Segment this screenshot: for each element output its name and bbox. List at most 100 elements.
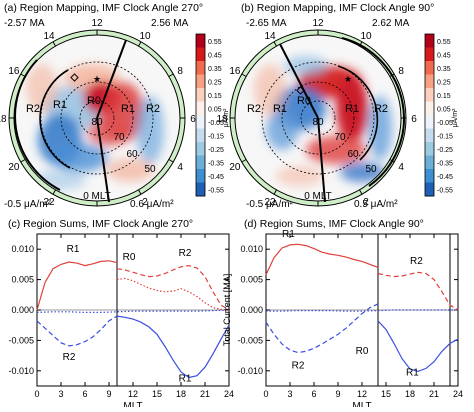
- panel-a-colorbar-segment: [196, 115, 205, 129]
- panel-c-series-4-dotted: [36, 309, 230, 313]
- panel-b: (b) Region Mapping, IMF Clock Angle 90° …: [216, 2, 434, 210]
- panel-b-marker-diamond: [296, 86, 305, 95]
- panel-b-colorbar-segment: [425, 155, 434, 170]
- panel-a-lat-70: [60, 81, 134, 155]
- panel-a-clock-tick-4: [168, 159, 174, 163]
- panel-a-clock-tick-8: [168, 73, 174, 77]
- panel-c-annotation-r1: R1: [67, 244, 80, 255]
- panel-b-bottom-right-value: 0.5 μA/m²: [354, 199, 398, 210]
- panel-d-xtick-label: 0: [263, 389, 268, 399]
- panel-a-region-r0: R0: [87, 95, 101, 107]
- panel-c-ytick-label: 0.010: [11, 244, 34, 254]
- panel-b-top-left-value: -2.65 MA: [246, 18, 287, 29]
- panel-b-colorbar-tick: -0.35: [437, 160, 453, 167]
- panel-a-mlt-zero: 0 MLT: [83, 191, 111, 202]
- panel-a-star: ★: [93, 74, 101, 84]
- panel-b-clock-tick-8: [389, 73, 395, 77]
- panel-c-series-3-dashed: [36, 315, 118, 347]
- panel-b-top-right-value: 2.62 MA: [372, 18, 410, 29]
- panel-a-marker-diamond: [70, 73, 79, 82]
- panel-a-colorbar-segment: [196, 74, 205, 89]
- panel-d: (d) Region Sums, IMF Clock Angle 90° 0 3 6…: [222, 218, 463, 412]
- panel-b-clock-tick-16: [241, 73, 247, 77]
- panel-b-r2-arc: [341, 37, 405, 187]
- panel-b-clock-tick-20: [241, 159, 247, 163]
- panel-b-lat-label-60: 60: [347, 149, 359, 160]
- panel-b-clock-tick-4: [389, 159, 395, 163]
- panel-b-colorbar: 0.55 0.45 0.35 0.25 0.15 0.05 -0.05 -0.15 -0.25 -…: [424, 33, 459, 197]
- panel-c-annotation-r1: R1: [179, 374, 192, 385]
- panel-a-separator-midnight: [96, 117, 110, 203]
- panel-c-ytick-label: -0.010: [8, 366, 34, 376]
- panel-b-clock-label-2: 2: [363, 197, 369, 208]
- panel-c-title: (c) Region Sums, IMF Clock Angle 270°: [8, 218, 193, 230]
- panel-b-lat-80: [300, 100, 336, 136]
- panel-b-colorbar-segment: [425, 128, 434, 143]
- panel-b-r1-arc: [337, 65, 379, 161]
- panel-b-region-r2-left: R2: [247, 103, 261, 115]
- panel-a-colorbar-segment: [196, 47, 205, 62]
- panel-d-xtick-label: 21: [429, 389, 439, 399]
- panel-a-r1-arc: [39, 69, 71, 169]
- panel-b-title: (b) Region Mapping, IMF Clock Angle 90°: [241, 2, 434, 14]
- panel-a-colorbar-tick: 0.05: [208, 106, 222, 113]
- panel-a-colorbar-segment: [196, 88, 205, 102]
- panel-a-colorbar-tick: -0.15: [208, 133, 224, 140]
- panel-b-colorbar-tick: 0.35: [437, 66, 451, 73]
- panel-c-xtick-label: 15: [152, 389, 162, 399]
- panel-b-colorbar-segment: [425, 182, 434, 197]
- panel-d-series-1-dashed: [377, 271, 459, 311]
- panel-a-lat-label-80: 80: [91, 117, 103, 128]
- panel-c-series-5-solid: [116, 315, 230, 379]
- panel-b-colorbar-tick: 0.15: [437, 93, 451, 100]
- panel-d-annotation-r2: R2: [292, 360, 305, 371]
- panel-a-colorbar-tick: 0.15: [208, 93, 222, 100]
- panel-b-colorbar-segment: [425, 101, 434, 116]
- panel-b-colorbar-frame: [424, 33, 435, 197]
- panel-a-clock-tick-16: [20, 73, 26, 77]
- panel-d-ytick-label: -0.010: [237, 366, 263, 376]
- panel-d-annotation-r0: R0: [356, 346, 369, 357]
- panel-b-clock-label-10: 10: [360, 31, 372, 42]
- panel-a-clock-tick-10: [138, 41, 142, 47]
- panel-d-ytick-label: -0.005: [237, 335, 263, 345]
- panel-d-ylabel: Total Current [MA]: [222, 274, 232, 347]
- panel-a-clock-label-2: 2: [142, 197, 148, 208]
- panel-b-colorbar-segment: [425, 61, 434, 75]
- panel-b-bottom-left-value: -0.5 μA/m²: [246, 199, 294, 210]
- panel-a-colorbar-tick: -0.55: [208, 187, 224, 194]
- panel-c-xtick-label: 3: [58, 389, 63, 399]
- panel-c-ytick-label: 0.000: [11, 305, 34, 315]
- panel-b-colorbar-unit: μA/m²: [452, 108, 459, 127]
- panel-a-clock-label-6: 6: [190, 114, 196, 125]
- panel-a-colorbar-tick: 0.25: [208, 79, 222, 86]
- panel-c-annotation-r2: R2: [63, 352, 76, 363]
- panel-b-colorbar-tick: 0.55: [437, 39, 451, 46]
- panel-a-bottom-left-value: -0.5 μA/m²: [4, 199, 52, 210]
- panel-c-ytick-label: -0.005: [8, 335, 34, 345]
- panel-b-region-r1-right: R1: [345, 103, 359, 115]
- panel-c-series-2-dashed: [116, 264, 230, 311]
- panel-a-colorbar-tick: -0.45: [208, 174, 224, 181]
- panel-a-colorbar-segment: [196, 169, 205, 183]
- panel-c-xtick-label: 12: [128, 389, 138, 399]
- panel-a-clock-label-10: 10: [139, 31, 151, 42]
- panel-b-colorbar-segment: [425, 74, 434, 89]
- panel-b-colorbar-tick: 0.25: [437, 79, 451, 86]
- panel-a-clock-label-16: 16: [8, 66, 20, 77]
- panel-a-clock-label-12: 12: [91, 18, 103, 29]
- panel-b-colorbar-segment: [425, 169, 434, 183]
- panel-a-lat-label-70: 70: [113, 132, 125, 143]
- panel-d-series-0-solid: [265, 243, 379, 275]
- panel-a-clock-label-18: 18: [0, 114, 7, 125]
- panel-d-series-4-solid: [377, 320, 459, 373]
- panel-d-series-3-dotted: [266, 309, 458, 312]
- panel-d-annotation-r1: R1: [282, 229, 295, 240]
- panel-a-r2-arc: [14, 59, 61, 191]
- panel-a-colorbar-tick: 0.55: [208, 39, 222, 46]
- panel-c: (c) Region Sums, IMF Clock Angle 270° 0 3…: [8, 218, 234, 412]
- panel-a-top-left-value: -2.57 MA: [4, 18, 45, 29]
- panel-a-lat-label-60: 60: [126, 149, 138, 160]
- panel-b-separator-noon: [279, 43, 319, 119]
